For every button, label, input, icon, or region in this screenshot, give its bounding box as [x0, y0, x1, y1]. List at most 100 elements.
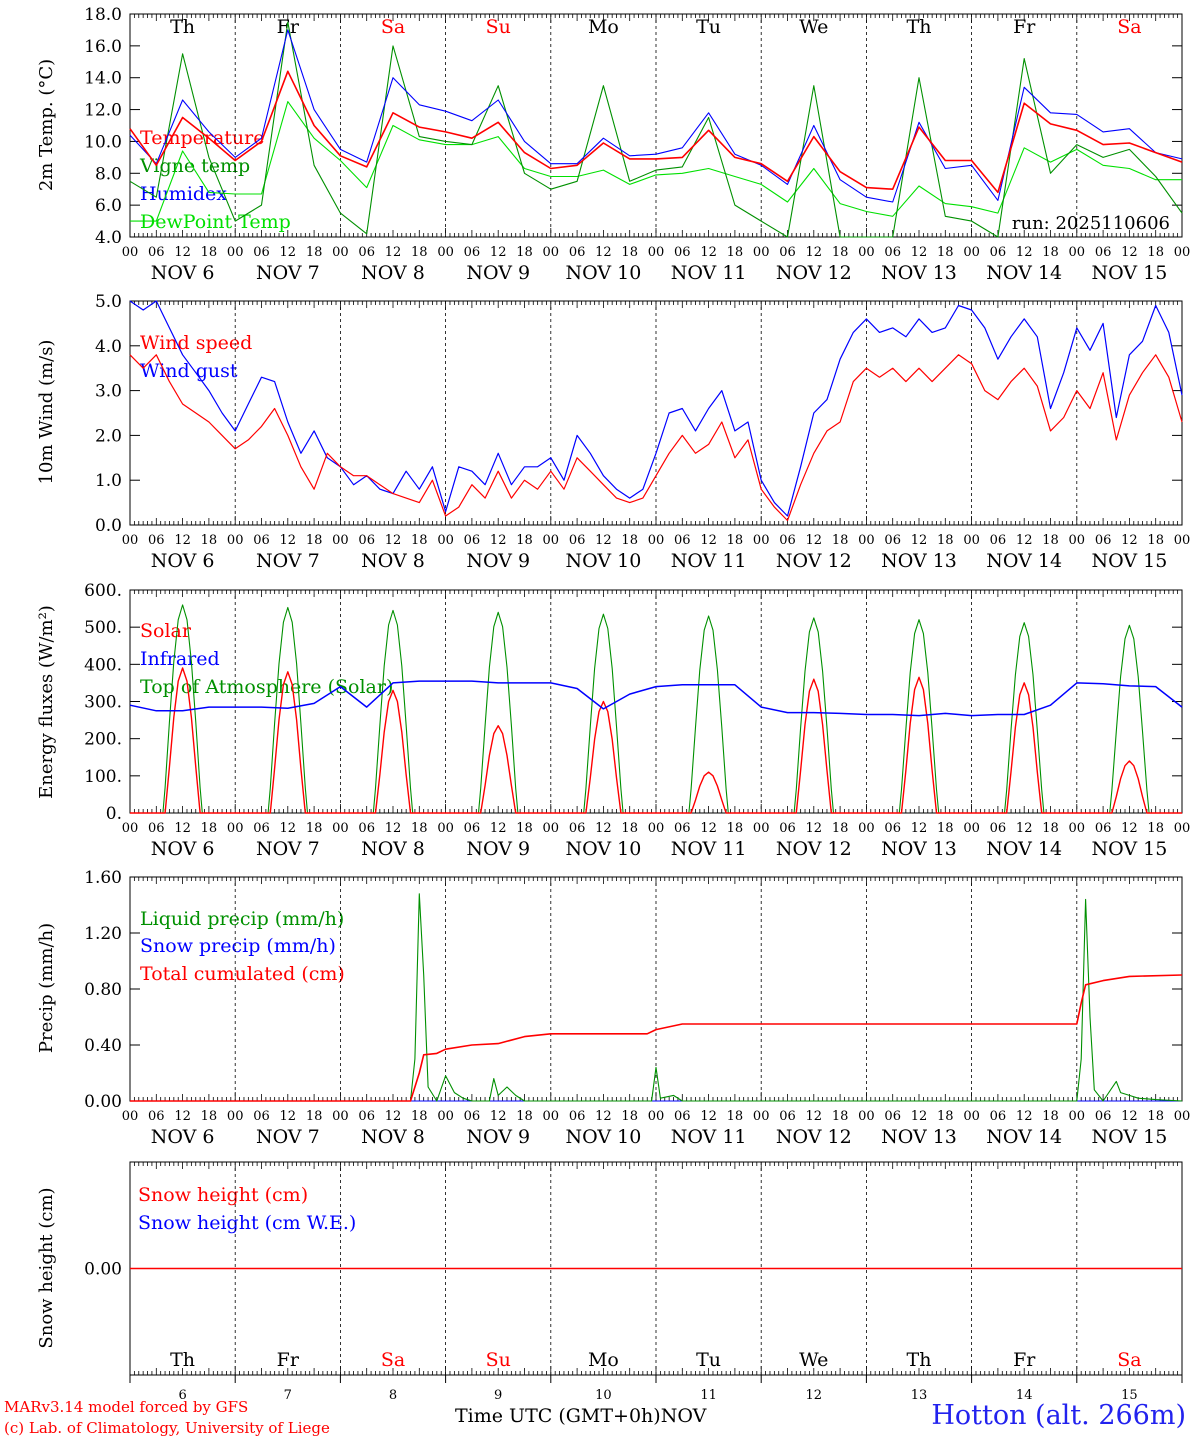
date-label: NOV 13 — [881, 262, 957, 284]
hour-label: 12 — [1121, 245, 1138, 260]
temp-legend-vigne: Vigne temp — [139, 155, 250, 177]
hour-label: 12 — [490, 821, 507, 836]
hour-label: 06 — [253, 533, 270, 548]
hour-label: 00 — [122, 1109, 139, 1124]
energy-legend-infrared: Infrared — [140, 648, 220, 670]
hour-label: 18 — [832, 245, 849, 260]
hour-label: 06 — [253, 821, 270, 836]
precip-series-line-0 — [130, 893, 1183, 1102]
hour-label: 12 — [174, 533, 191, 548]
day-number: 10 — [595, 1388, 612, 1403]
hour-label: 06 — [569, 245, 586, 260]
hour-label: 00 — [753, 821, 770, 836]
y-tick-label: 0.00 — [84, 1260, 122, 1280]
hour-label: 18 — [516, 245, 533, 260]
date-label: NOV 12 — [776, 262, 852, 284]
date-label: NOV 7 — [256, 550, 320, 572]
y-tick-label: 200. — [84, 730, 122, 750]
hour-label: 00 — [437, 821, 454, 836]
hour-label: 12 — [1121, 821, 1138, 836]
hour-label: 00 — [437, 245, 454, 260]
hour-label: 18 — [306, 533, 323, 548]
hour-label: 00 — [332, 245, 349, 260]
hour-label: 00 — [437, 533, 454, 548]
wind-series-line-1 — [129, 300, 1183, 517]
hour-label: 06 — [253, 1109, 270, 1124]
hour-label: 12 — [174, 1109, 191, 1124]
date-label: NOV 13 — [881, 838, 957, 860]
day-name: Fr — [1013, 1349, 1036, 1371]
hour-label: 18 — [621, 1109, 638, 1124]
hour-label: 06 — [884, 1109, 901, 1124]
x-axis-month: NOV — [660, 1405, 707, 1427]
y-tick-label: 0. — [106, 804, 122, 824]
wind-legend-gust: Wind gust — [140, 360, 238, 382]
plot-frame — [129, 13, 1183, 238]
y-tick-label: 18.0 — [84, 5, 122, 25]
y-tick-label: 0.40 — [84, 1036, 122, 1056]
hour-label: 00 — [648, 533, 665, 548]
hour-label: 12 — [700, 1109, 717, 1124]
snow-panel: Snow height (cm) Snow height (cm) Snow h… — [36, 1161, 1183, 1403]
hour-label: 18 — [937, 533, 954, 548]
hour-label: 00 — [858, 533, 875, 548]
hour-label: 00 — [543, 821, 560, 836]
temp-series-line-0 — [129, 70, 1183, 194]
credit-model: MARv3.14 model forced by GFS — [4, 1398, 249, 1416]
hour-label: 00 — [648, 821, 665, 836]
hour-label: 00 — [543, 245, 560, 260]
y-tick-label: 0.00 — [84, 1092, 122, 1112]
date-label: NOV 9 — [466, 262, 530, 284]
hour-label: 18 — [516, 533, 533, 548]
hour-label: 00 — [753, 533, 770, 548]
hour-label: 06 — [358, 533, 375, 548]
hour-label: 06 — [358, 821, 375, 836]
date-label: NOV 15 — [1091, 838, 1167, 860]
y-tick-label: 0.80 — [84, 980, 122, 1000]
date-label: NOV 10 — [565, 838, 641, 860]
temp-ylabel: 2m Temp. (°C) — [36, 59, 57, 191]
date-label: NOV 14 — [986, 550, 1062, 572]
y-tick-label: 12.0 — [84, 101, 122, 121]
hour-label: 12 — [595, 245, 612, 260]
hour-label: 18 — [306, 245, 323, 260]
hour-label: 06 — [779, 1109, 796, 1124]
hour-label: 06 — [464, 533, 481, 548]
credit-lab: (c) Lab. of Climatology, University of L… — [4, 1419, 330, 1437]
day-number: 7 — [284, 1388, 292, 1403]
date-label: NOV 6 — [151, 838, 215, 860]
hour-label: 18 — [201, 1109, 218, 1124]
hour-label: 00 — [227, 533, 244, 548]
date-label: NOV 7 — [256, 262, 320, 284]
hour-label: 00 — [332, 533, 349, 548]
energy-infrared-line — [129, 680, 1183, 717]
date-label: NOV 13 — [881, 550, 957, 572]
hour-label: 18 — [621, 821, 638, 836]
date-label: NOV 12 — [776, 1126, 852, 1148]
hour-label: 00 — [963, 1109, 980, 1124]
hour-label: 12 — [385, 245, 402, 260]
snow-ylabel: Snow height (cm) — [36, 1187, 57, 1348]
y-tick-label: 16.0 — [84, 37, 122, 57]
day-number: 12 — [806, 1388, 823, 1403]
day-name: Th — [170, 16, 195, 38]
hour-label: 06 — [569, 533, 586, 548]
hour-label: 12 — [490, 1109, 507, 1124]
precip-panel: Precip (mm/h) Liquid precip (mm/h) Snow … — [36, 868, 1190, 1148]
day-name: Su — [486, 1349, 511, 1371]
hour-label: 18 — [516, 821, 533, 836]
day-name: Tu — [696, 16, 721, 38]
hour-label: 06 — [1095, 533, 1112, 548]
hour-label: 06 — [779, 533, 796, 548]
y-tick-label: 1.20 — [84, 924, 122, 944]
hour-label: 18 — [1147, 821, 1164, 836]
date-label: NOV 12 — [776, 550, 852, 572]
hour-label: 18 — [201, 533, 218, 548]
hour-label: 06 — [148, 821, 165, 836]
energy-solar-line — [130, 667, 1182, 814]
date-label: NOV 8 — [361, 262, 425, 284]
x-axis-label: Time UTC (GMT+0h)NOV — [455, 1405, 706, 1427]
hour-label: 12 — [1016, 821, 1033, 836]
hour-label: 00 — [543, 1109, 560, 1124]
hour-label: 00 — [437, 1109, 454, 1124]
